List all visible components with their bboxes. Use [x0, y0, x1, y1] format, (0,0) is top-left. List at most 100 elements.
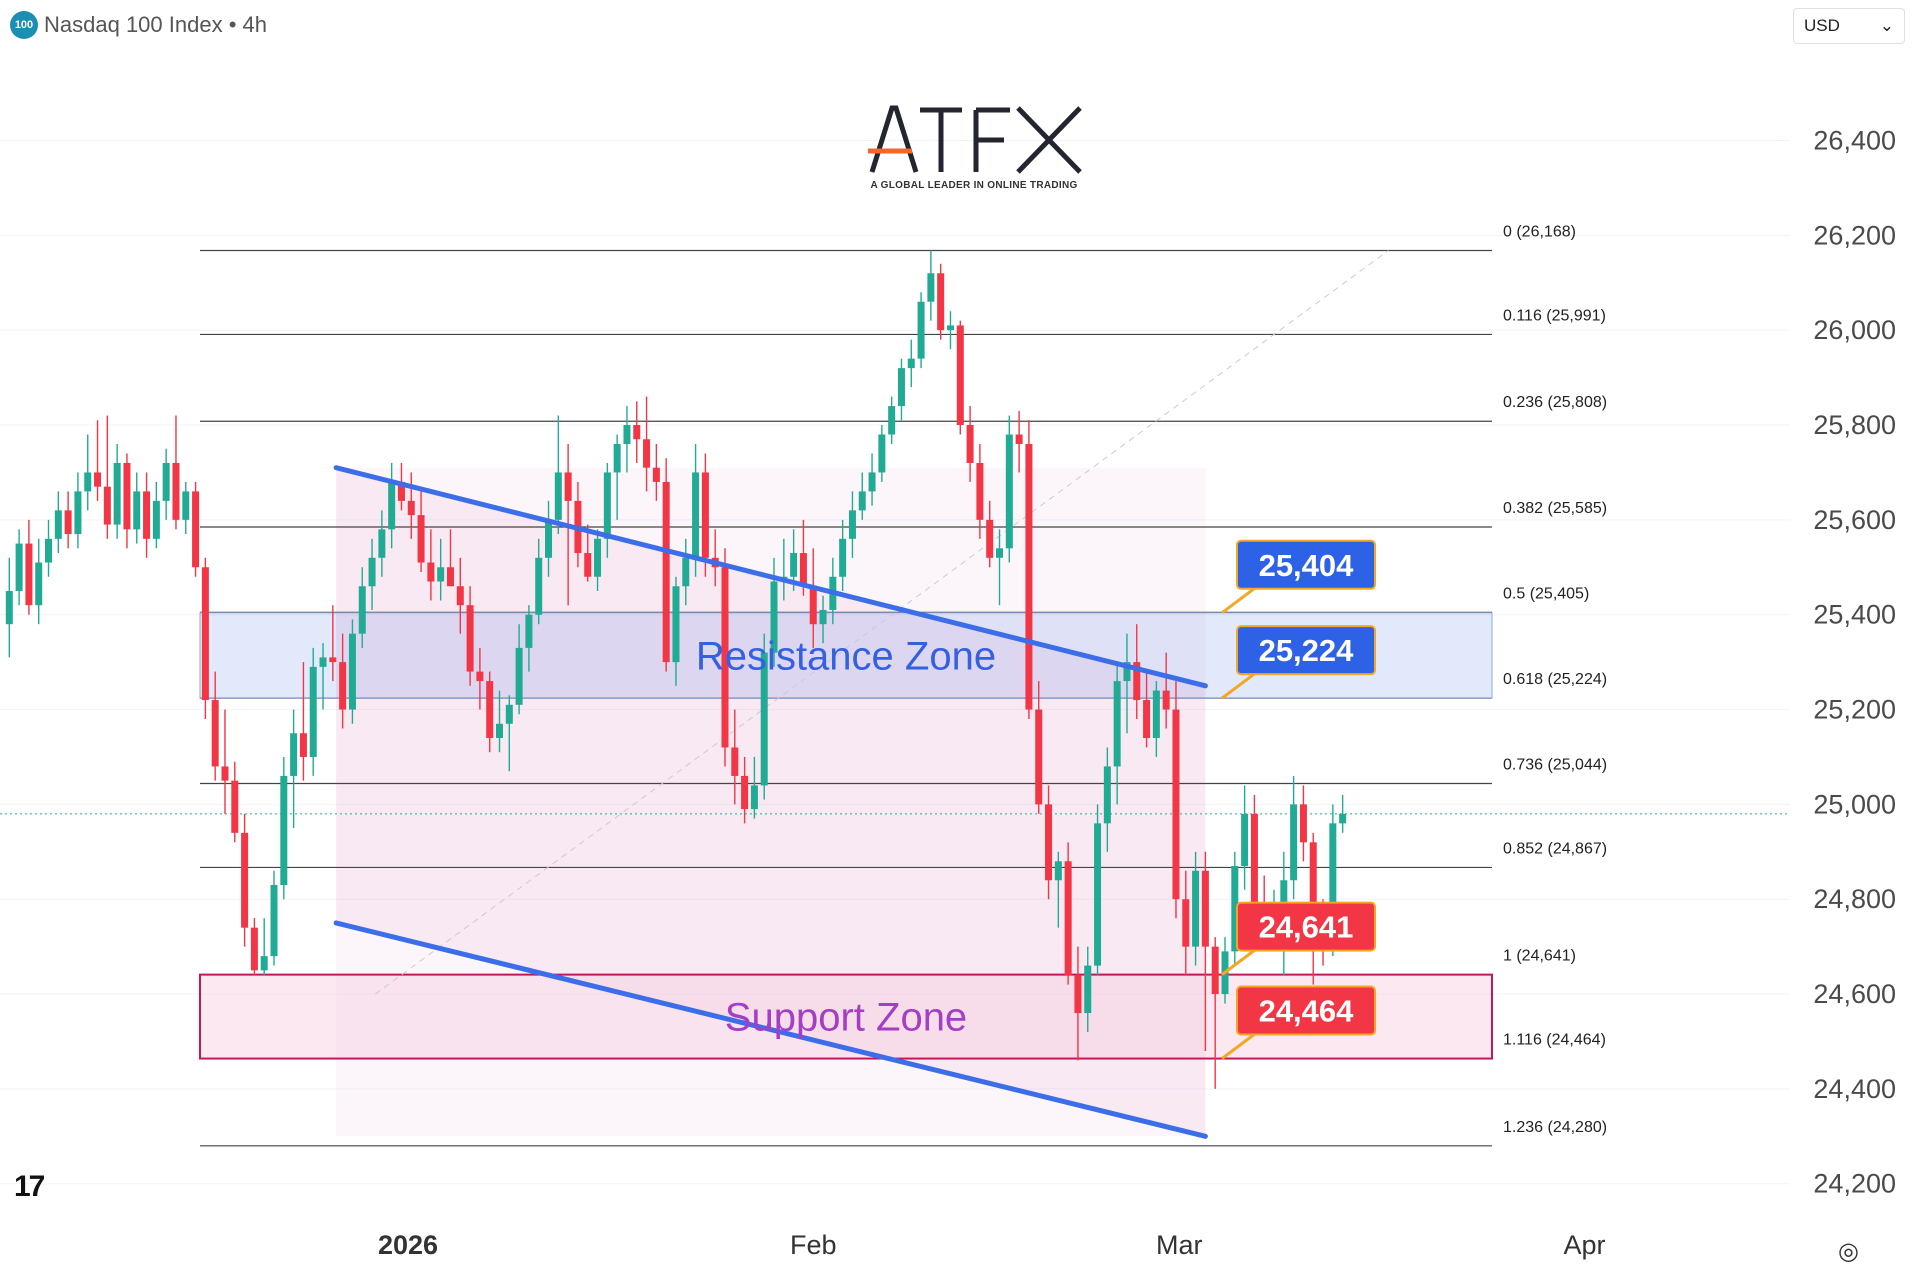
- candle: [74, 472, 82, 549]
- candle-body: [1035, 709, 1043, 805]
- candle: [309, 647, 317, 776]
- candle-body: [211, 700, 219, 767]
- candle-body: [123, 462, 131, 530]
- candle-body: [515, 647, 523, 705]
- candle-body: [94, 472, 102, 487]
- symbol-title[interactable]: Nasdaq 100 Index • 4h: [44, 12, 267, 37]
- candle-body: [1054, 861, 1062, 881]
- price-tag-text: 25,404: [1259, 548, 1355, 583]
- candle: [1182, 870, 1190, 976]
- candle: [446, 529, 454, 587]
- candle-body: [280, 775, 288, 885]
- candle-body: [633, 425, 641, 440]
- currency-select[interactable]: USD ⌄: [1793, 8, 1905, 44]
- candle-body: [554, 472, 562, 520]
- candle-body: [888, 406, 896, 435]
- candle: [5, 557, 13, 658]
- candle: [1299, 785, 1307, 862]
- y-tick-label: 24,400: [1813, 1074, 1896, 1104]
- candle-body: [1250, 813, 1258, 909]
- candle-body: [64, 510, 72, 535]
- candle: [1172, 681, 1180, 919]
- candle-body: [182, 491, 190, 520]
- logo-letter-a: [869, 105, 919, 173]
- candle: [1211, 937, 1219, 1089]
- price-tag: 24,641: [1221, 901, 1376, 976]
- candle: [152, 481, 160, 549]
- candle: [15, 529, 23, 606]
- candle: [652, 443, 660, 501]
- candle: [201, 557, 209, 720]
- candle: [319, 643, 327, 710]
- candle-body: [84, 472, 92, 492]
- y-tick-label: 25,600: [1813, 505, 1896, 535]
- candle-body: [819, 609, 827, 625]
- candle: [64, 491, 72, 549]
- candle: [427, 529, 435, 601]
- candle: [1162, 652, 1170, 729]
- candle-body: [1290, 804, 1298, 881]
- candle-body: [623, 425, 631, 444]
- gear-icon[interactable]: ◎: [1838, 1238, 1859, 1265]
- dashed-trend-line: [375, 250, 1389, 995]
- candle-body: [682, 557, 690, 587]
- candle: [976, 443, 984, 539]
- candle-body: [378, 529, 386, 558]
- candle-body: [692, 472, 700, 558]
- candle: [946, 311, 954, 350]
- channel-fill: [336, 467, 1206, 1137]
- candle: [1064, 842, 1072, 985]
- resistance-zone-label: Resistance Zone: [696, 634, 996, 678]
- candle: [368, 538, 376, 610]
- candle: [1123, 633, 1131, 734]
- candle-body: [1162, 690, 1170, 710]
- candle: [1084, 946, 1092, 1032]
- candle-body: [878, 434, 886, 473]
- candle: [868, 453, 876, 506]
- candle-body: [1329, 823, 1337, 938]
- candle: [682, 538, 690, 606]
- channel-lines: [333, 465, 1208, 1139]
- candle: [113, 443, 121, 539]
- candle: [407, 472, 415, 539]
- candle-body: [946, 325, 954, 331]
- fib-label: 1 (24,641): [1503, 948, 1576, 965]
- candle: [162, 448, 170, 520]
- price-tag-text: 24,464: [1259, 994, 1355, 1029]
- candle-body: [603, 472, 611, 539]
- fib-label: 1.236 (24,280): [1503, 1119, 1607, 1136]
- candle-body: [760, 652, 768, 786]
- candle-body: [868, 472, 876, 492]
- candle-body: [927, 273, 935, 302]
- candle-body: [1064, 861, 1072, 976]
- chart-header: 100 Nasdaq 100 Index • 4h: [10, 10, 267, 40]
- fib-label: 0.5 (25,405): [1503, 585, 1589, 602]
- candle: [1113, 662, 1121, 805]
- candle-body: [103, 486, 111, 525]
- candle-body: [564, 472, 572, 501]
- candle: [250, 918, 258, 976]
- candle-body: [937, 273, 945, 331]
- candle-body: [388, 481, 396, 530]
- candle: [45, 519, 53, 577]
- y-tick-label: 25,800: [1813, 410, 1896, 440]
- candle: [1339, 794, 1347, 833]
- candle: [662, 458, 670, 672]
- candle: [603, 462, 611, 558]
- candle-body: [1133, 662, 1141, 701]
- zone-labels: Resistance Zone Support Zone: [696, 634, 996, 1039]
- logo-letter-x: [1016, 106, 1082, 174]
- candle-body: [496, 723, 504, 738]
- candle: [505, 695, 513, 772]
- candle: [54, 491, 62, 554]
- candle: [1133, 624, 1141, 720]
- candle-body: [358, 586, 366, 634]
- fib-label: 0.116 (25,991): [1503, 307, 1606, 324]
- candle-body: [643, 439, 651, 468]
- tradingview-logo-icon[interactable]: 17: [14, 1170, 45, 1203]
- candle-body: [897, 368, 905, 407]
- candle: [1231, 851, 1239, 966]
- candle: [937, 263, 945, 340]
- candle-body: [1084, 965, 1092, 1014]
